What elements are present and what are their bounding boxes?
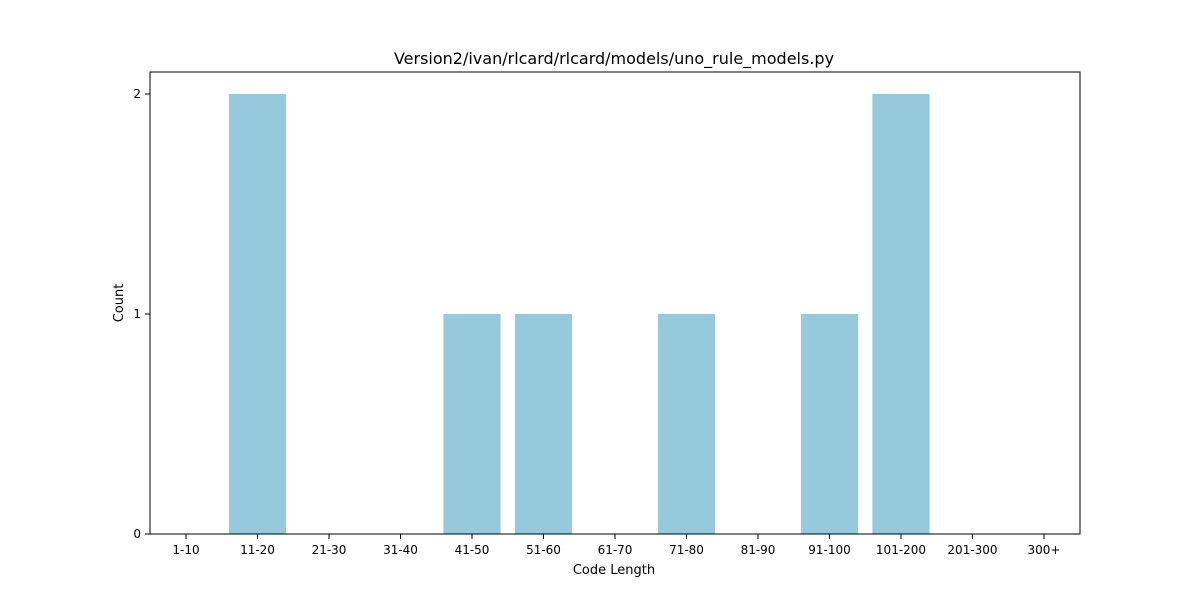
x-tick-label: 11-20 xyxy=(240,543,275,557)
x-tick-label: 201-300 xyxy=(947,543,997,557)
x-tick-label: 91-100 xyxy=(808,543,851,557)
x-tick-label: 71-80 xyxy=(669,543,704,557)
x-tick-label: 300+ xyxy=(1028,543,1061,557)
bar-91-100 xyxy=(800,314,859,534)
x-tick-label: 41-50 xyxy=(455,543,490,557)
x-tick-label: 51-60 xyxy=(526,543,561,557)
y-axis-ticks: 0 1 2 xyxy=(133,87,150,541)
x-tick-label: 61-70 xyxy=(598,543,633,557)
x-tick-label: 81-90 xyxy=(741,543,776,557)
y-axis-label: Count xyxy=(112,284,127,323)
x-tick-label: 101-200 xyxy=(876,543,926,557)
bar-41-50 xyxy=(443,314,501,534)
bar-71-80 xyxy=(657,314,716,534)
x-axis-label: Code Length xyxy=(573,563,655,578)
y-tick-label: 2 xyxy=(133,87,141,101)
chart-title: Version2/ivan/rlcard/rlcard/models/uno_r… xyxy=(394,49,834,69)
bar-51-60 xyxy=(514,314,573,534)
bars-group xyxy=(228,94,930,534)
y-tick-label: 0 xyxy=(133,527,141,541)
x-tick-label: 31-40 xyxy=(383,543,418,557)
bar-101-200 xyxy=(872,94,930,534)
y-tick-label: 1 xyxy=(133,307,141,321)
bar-11-20 xyxy=(228,94,287,534)
plot-frame xyxy=(149,71,1081,535)
x-tick-label: 1-10 xyxy=(172,543,199,557)
x-tick-label: 21-30 xyxy=(312,543,347,557)
x-axis-ticks: 1-10 11-20 21-30 31-40 41-50 51-60 61-70 71-80 8… xyxy=(172,534,1060,557)
